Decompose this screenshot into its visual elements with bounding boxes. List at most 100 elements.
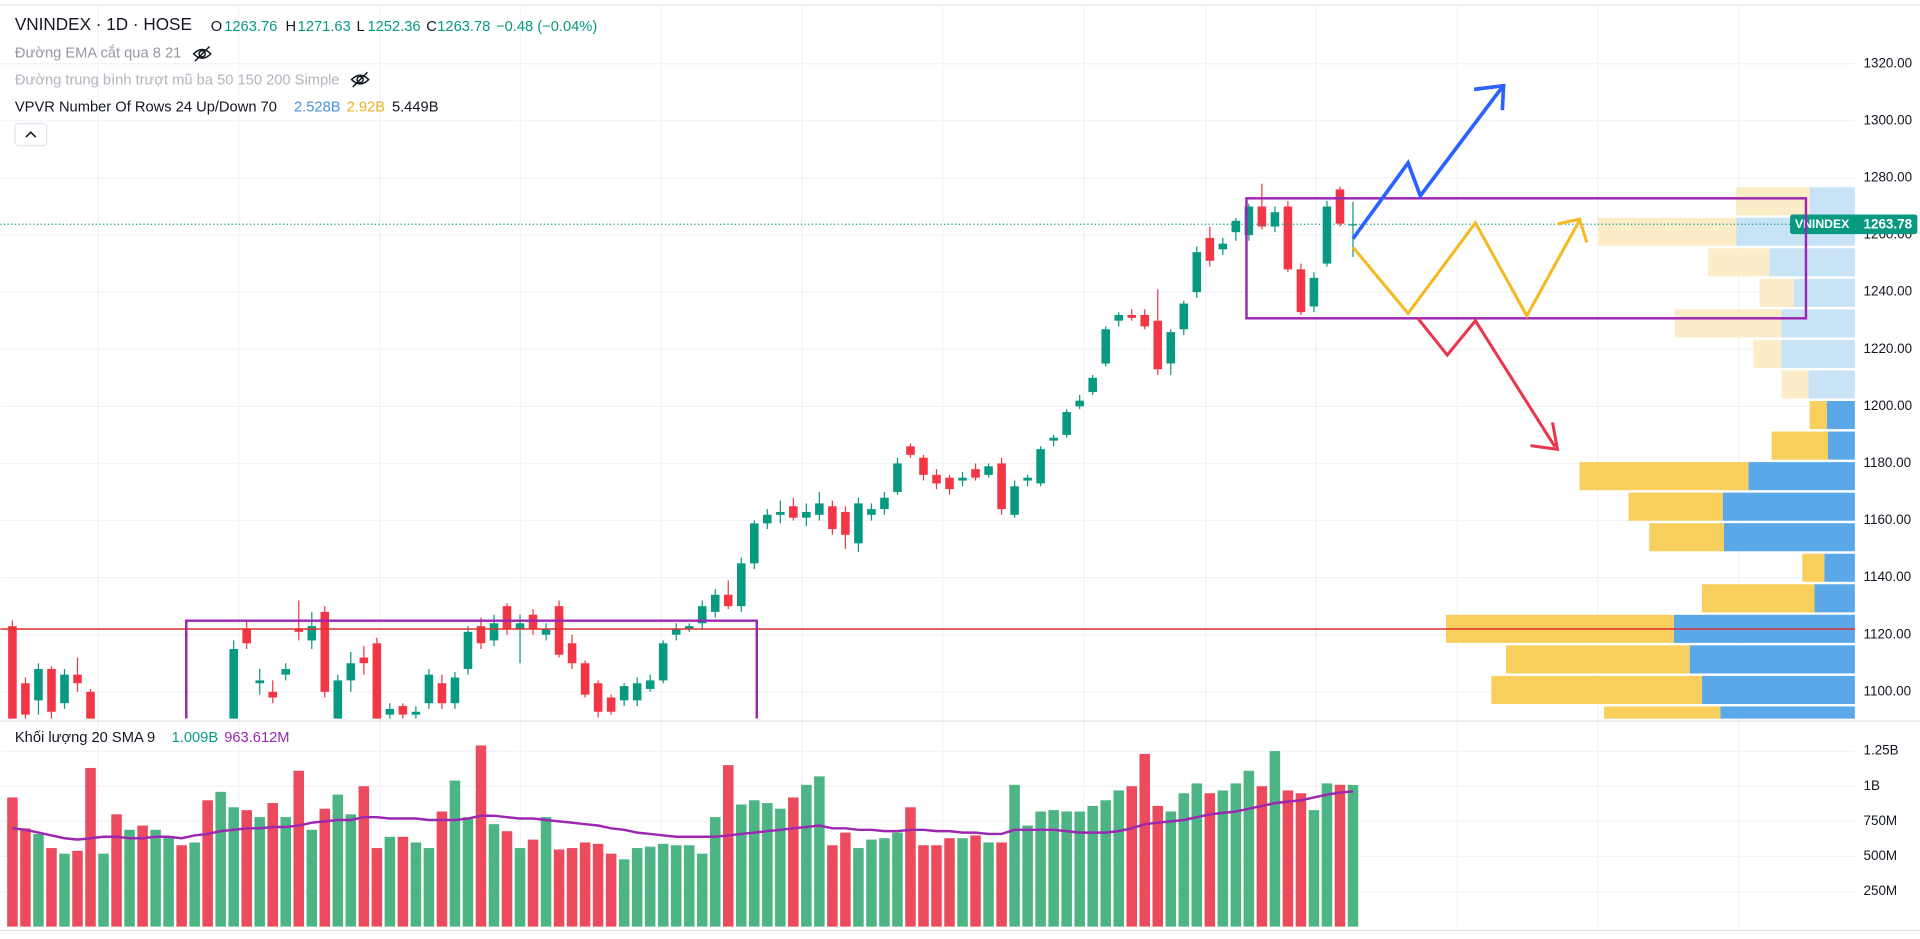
axes: 1100.00 1120.00 1140.00 1160.00 1180.00 1200.… <box>1790 55 1918 898</box>
candle-body <box>359 657 369 664</box>
profile-down <box>1649 523 1724 552</box>
volume-bar <box>1269 751 1281 927</box>
volume-bar <box>866 839 877 927</box>
profile-up <box>1781 309 1855 338</box>
profile-down <box>1506 645 1690 674</box>
volume-bar <box>111 814 122 927</box>
legend: VNINDEX · 1D · HOSE O 1263.76 H 1271.63 … <box>14 14 597 746</box>
candle-body <box>1114 314 1123 321</box>
profile-down <box>1603 706 1721 719</box>
volume-bar <box>1139 753 1151 927</box>
volume-profile <box>1446 187 1855 719</box>
candle-body <box>802 511 811 518</box>
hidden-icon[interactable] <box>192 46 212 62</box>
volume-bar <box>970 835 981 927</box>
candle-body <box>1283 206 1293 270</box>
volume-bar <box>944 838 955 927</box>
ohlc-key: C <box>426 19 437 35</box>
candle-body <box>580 663 590 695</box>
symbol-title: VNINDEX · 1D · HOSE <box>15 14 192 34</box>
candle-body <box>1062 412 1071 435</box>
volume-bar <box>1100 800 1111 927</box>
profile-up <box>1826 400 1855 430</box>
volume-bar <box>814 776 825 927</box>
volume-bar <box>905 807 916 927</box>
grid <box>0 6 1855 927</box>
candle-body <box>385 708 395 715</box>
candle-body <box>372 643 382 719</box>
volume-bar <box>957 838 968 927</box>
candle-body <box>424 674 434 704</box>
candle-body <box>86 691 95 719</box>
volume-bar <box>306 829 318 927</box>
hidden-icon[interactable] <box>350 71 370 88</box>
candle-body <box>1296 269 1306 313</box>
candle-body <box>437 683 447 704</box>
y-tick-label: 1300.00 <box>1863 112 1912 127</box>
volume-bar <box>59 853 70 927</box>
volume-bar <box>124 829 135 927</box>
profile-down <box>1809 400 1827 430</box>
candle-body <box>932 474 941 484</box>
volume-bar <box>892 832 903 927</box>
candle-body <box>255 680 265 684</box>
profile-down <box>1597 217 1737 246</box>
profile-up <box>1720 706 1855 719</box>
volume-bar <box>762 803 773 927</box>
y-tick-label: 1200.00 <box>1863 398 1912 413</box>
y-tick-label: 1B <box>1863 778 1879 793</box>
y-tick-label: 1.25B <box>1863 743 1898 758</box>
volume-bar <box>332 794 344 927</box>
candle-body <box>1335 189 1345 224</box>
candle-body <box>567 643 577 664</box>
candle-body <box>984 466 993 475</box>
volume-bar <box>1243 770 1255 927</box>
down-arrow <box>1416 317 1557 448</box>
candle-body <box>346 663 356 681</box>
volume-bar <box>514 848 526 927</box>
ohlc-value: 1263.76 <box>224 19 277 35</box>
candle-body <box>697 606 707 624</box>
volume-pane <box>7 745 1359 927</box>
range-box <box>1245 197 1808 320</box>
volume-bar <box>592 843 604 927</box>
candle-body <box>47 668 56 712</box>
candle-body <box>893 463 902 492</box>
volume-bar <box>918 845 929 927</box>
candle-body <box>750 523 759 564</box>
y-tick-label: 250M <box>1863 883 1897 898</box>
volume-bar <box>72 850 83 927</box>
profile-up <box>1689 645 1855 674</box>
volume-bar <box>462 817 474 927</box>
indicator-value: 963.612M <box>224 730 289 746</box>
volume-bar <box>98 853 109 927</box>
y-tick-label: 1220.00 <box>1863 341 1912 356</box>
candle-body <box>763 514 772 524</box>
profile-down <box>1701 584 1815 613</box>
volume-bar <box>527 839 539 927</box>
candle-body <box>476 626 486 644</box>
volume-bar <box>1035 811 1046 927</box>
candle-body <box>1140 314 1150 327</box>
ohlc-value: 1252.36 <box>367 19 420 35</box>
profile-up <box>1723 523 1855 552</box>
candle-body <box>945 477 954 490</box>
profile-up <box>1814 584 1855 613</box>
collapse-button[interactable] <box>14 123 48 147</box>
volume-bar <box>410 842 422 927</box>
volume-bar <box>1009 784 1020 927</box>
candle-body <box>268 691 278 698</box>
ohlc-key: L <box>356 19 364 35</box>
volume-bar <box>267 803 278 927</box>
range-arrow <box>1351 219 1581 320</box>
candle-body <box>593 683 603 712</box>
profile-up <box>1701 675 1855 704</box>
candle-body <box>1244 206 1254 236</box>
candle-body <box>21 683 30 715</box>
candle-body <box>1153 320 1163 370</box>
volume-bar <box>20 828 31 927</box>
volume-bar <box>722 765 734 927</box>
candle-body <box>645 680 655 689</box>
volume-bar <box>618 859 630 927</box>
ohlc-key: O <box>211 19 222 35</box>
